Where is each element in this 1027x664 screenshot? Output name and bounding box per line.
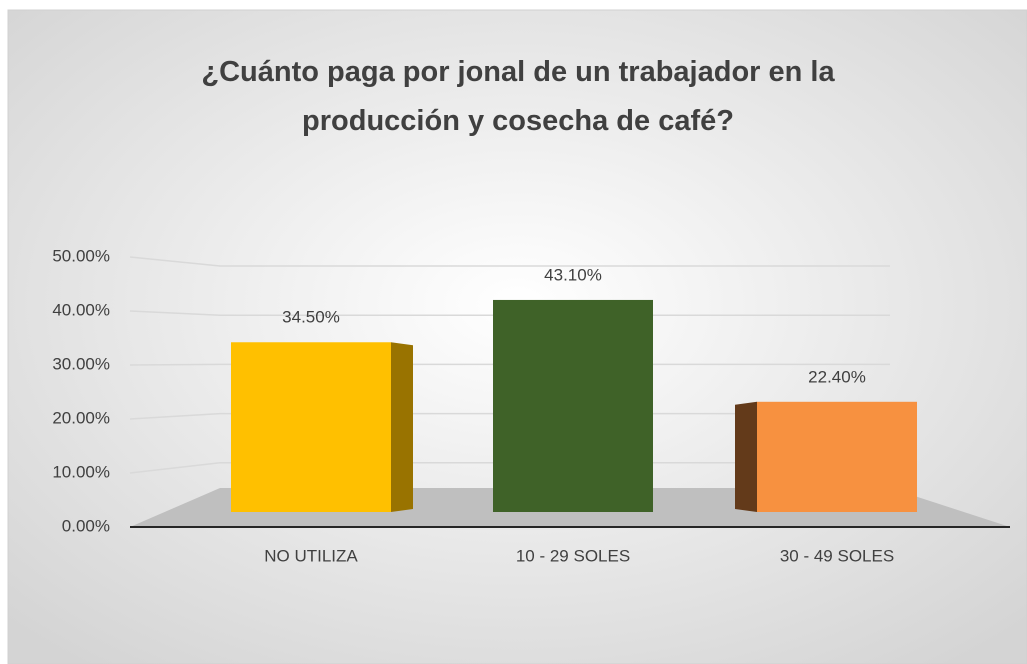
- value-label: 34.50%: [282, 308, 340, 327]
- bar: [493, 299, 653, 512]
- y-tick-label: 0.00%: [62, 516, 110, 535]
- bar: [231, 342, 391, 512]
- value-label: 22.40%: [808, 367, 866, 386]
- y-tick-label: 30.00%: [52, 354, 110, 373]
- grid-line: [129, 310, 890, 316]
- chart-title: ¿Cuánto paga por jonal de un trabajador …: [201, 56, 835, 137]
- value-label: 43.10%: [544, 265, 602, 284]
- grid: [129, 256, 890, 474]
- y-tick-label: 40.00%: [52, 300, 110, 319]
- bar-side: [391, 342, 413, 512]
- bars: 34.50% 43.10% 22.40%: [231, 265, 917, 512]
- x-tick-label: NO UTILIZA: [264, 546, 358, 565]
- x-tick-label: 30 - 49 SOLES: [780, 546, 894, 565]
- y-tick-label: 50.00%: [52, 246, 110, 265]
- y-tick-label: 20.00%: [52, 408, 110, 427]
- bar-side: [735, 401, 757, 512]
- grid-line: [129, 462, 890, 474]
- grid-line: [129, 412, 890, 420]
- x-tick-label: 10 - 29 SOLES: [516, 546, 630, 565]
- bar: [757, 401, 917, 512]
- y-tick-label: 10.00%: [52, 462, 110, 481]
- grid-line: [129, 363, 890, 366]
- grid-line: [129, 256, 890, 267]
